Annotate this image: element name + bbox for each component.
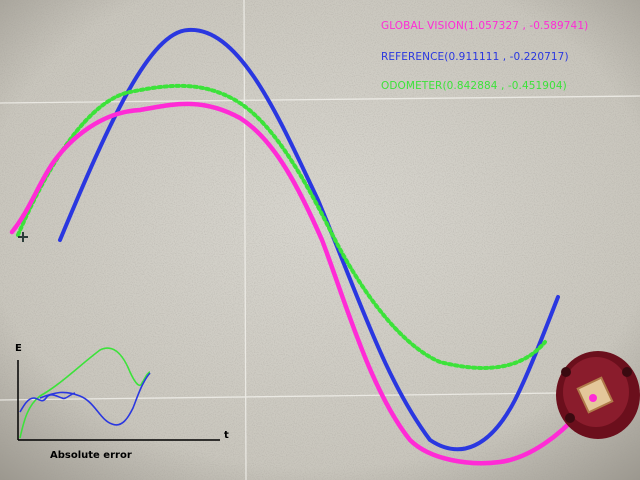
crosshair-icon bbox=[18, 232, 28, 242]
error-plot-caption: Absolute error bbox=[50, 450, 132, 461]
error-plot-y-label: E bbox=[15, 343, 22, 354]
robot-icon bbox=[556, 351, 640, 439]
global-vision-trajectory bbox=[9, 101, 583, 466]
legend-reference: REFERENCE(0.911111 , -0.220717) bbox=[381, 51, 569, 63]
error-plot-global-vision-curve bbox=[19, 392, 76, 413]
error-plot-x-label: t bbox=[224, 430, 229, 441]
odometer-trajectory bbox=[16, 83, 547, 370]
error-plot-reference-curve bbox=[39, 372, 151, 426]
reference-trajectory bbox=[58, 27, 560, 452]
legend-global-vision: GLOBAL VISION(1.057327 , -0.589741) bbox=[381, 20, 589, 32]
legend-odometer: ODOMETER(0.842884 , -0.451904) bbox=[381, 80, 567, 92]
error-plot-odometer-curve bbox=[19, 347, 151, 439]
error-plot bbox=[17, 347, 220, 441]
